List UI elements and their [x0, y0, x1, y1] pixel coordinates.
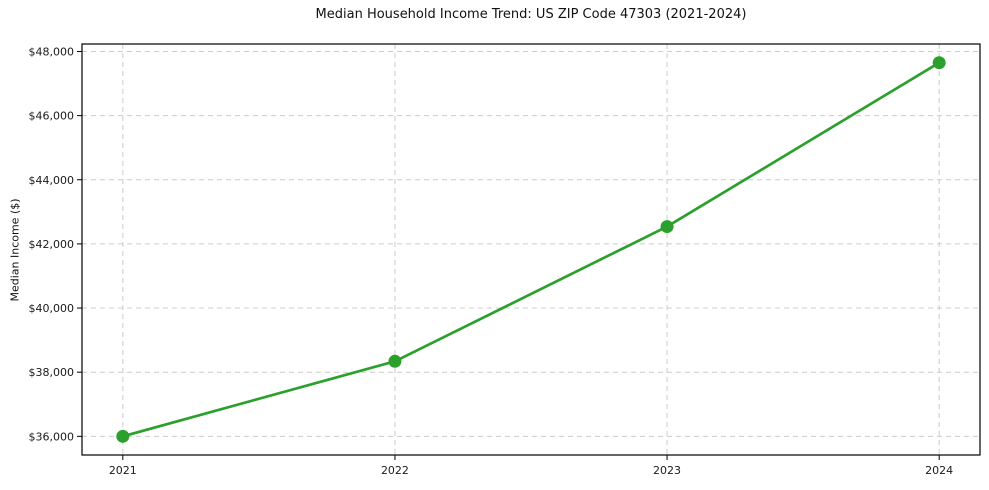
- y-tick-label: $44,000: [29, 174, 75, 187]
- x-tick-label: 2022: [381, 464, 409, 477]
- x-tick-label: 2023: [653, 464, 681, 477]
- chart-title: Median Household Income Trend: US ZIP Co…: [315, 7, 747, 22]
- y-tick-label: $42,000: [29, 238, 75, 251]
- data-point-2024: [932, 56, 946, 70]
- y-tick-label: $46,000: [29, 110, 75, 123]
- y-tick-label: $48,000: [29, 45, 75, 58]
- data-point-2022: [388, 354, 402, 368]
- data-point-2021: [116, 429, 130, 443]
- plot-border: [81, 43, 981, 456]
- data-point-2023: [660, 220, 674, 234]
- x-tick-label: 2021: [109, 464, 137, 477]
- y-tick-label: $40,000: [29, 302, 75, 315]
- y-tick-label: $38,000: [29, 366, 75, 379]
- x-tick-label: 2024: [925, 464, 953, 477]
- income-trend-line: [121, 61, 941, 438]
- y-tick-label: $36,000: [29, 430, 75, 443]
